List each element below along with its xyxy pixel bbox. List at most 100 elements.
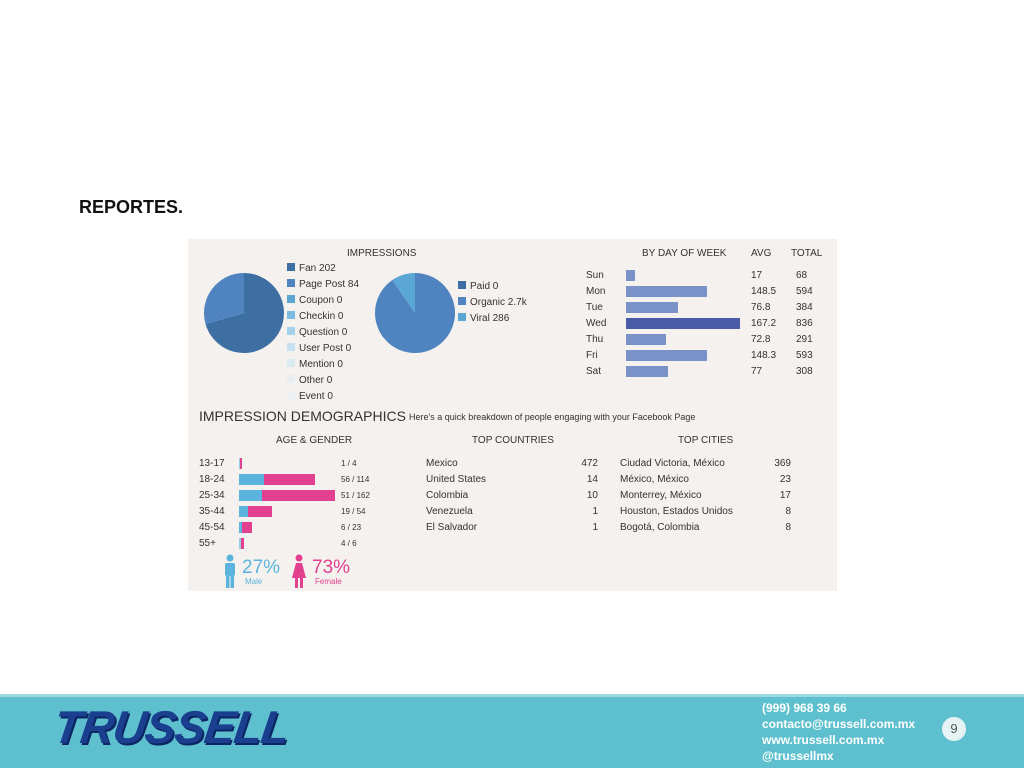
legend-label: Coupon 0: [299, 295, 343, 306]
legend-label: Other 0: [299, 375, 333, 386]
legend-swatch: [287, 391, 295, 399]
day-total: 384: [796, 302, 813, 313]
legend-swatch: [458, 281, 466, 289]
legend-swatch: [287, 343, 295, 351]
day-avg: 17: [751, 270, 763, 281]
country-name: Colombia: [426, 490, 469, 501]
country-count: 10: [586, 490, 598, 501]
legend-swatch: [458, 297, 466, 305]
top-countries-title: TOP COUNTRIES: [472, 435, 554, 446]
age-range: 18-24: [199, 474, 225, 485]
age-counts: 1 / 4: [341, 459, 357, 468]
age-female-bar: [264, 474, 315, 485]
day-bar: [626, 350, 707, 361]
city-name: Ciudad Victoria, México: [620, 458, 725, 469]
day-avg: 148.3: [751, 350, 777, 361]
male-icon: [225, 554, 235, 588]
country-name: Venezuela: [426, 506, 473, 517]
day-label: Sun: [586, 270, 604, 281]
legend-label: Question 0: [299, 327, 348, 338]
legend-item: Question 0: [287, 327, 347, 339]
country-name: Mexico: [426, 458, 458, 469]
day-bar: [626, 334, 666, 345]
legend-item: Checkin 0: [287, 311, 343, 323]
legend-item: Mention 0: [287, 359, 343, 371]
city-count: 17: [779, 490, 791, 501]
city-count: 8: [785, 506, 791, 517]
age-male-bar: [239, 522, 242, 533]
facebook-report-panel: IMPRESSIONS BY DAY OF WEEK AVG TOTAL IMP…: [188, 239, 837, 591]
female-label: Female: [315, 577, 342, 586]
age-male-bar: [239, 538, 241, 549]
age-male-bar: [239, 458, 240, 469]
day-label: Thu: [586, 334, 604, 345]
city-name: Houston, Estados Unidos: [620, 506, 733, 517]
day-bar: [626, 366, 668, 377]
day-label: Tue: [586, 302, 603, 313]
legend-label: Event 0: [299, 391, 333, 402]
city-count: 23: [779, 474, 791, 485]
legend-item: Fan 202: [287, 263, 336, 275]
legend-label: Viral 286: [470, 313, 510, 324]
trussell-logo: TRUSSELL: [50, 701, 293, 753]
age-range: 45-54: [199, 522, 225, 533]
legend-item: Page Post 84: [287, 279, 359, 291]
age-male-bar: [239, 474, 264, 485]
demographics-title: IMPRESSION DEMOGRAPHICS: [199, 408, 406, 424]
slide-title: REPORTES.: [79, 197, 184, 217]
legend-item: Event 0: [287, 391, 333, 403]
legend-label: Paid 0: [470, 281, 499, 292]
day-bar: [626, 318, 740, 329]
contact-website[interactable]: www.trussell.com.mx: [762, 733, 885, 747]
day-avg: 72.8: [751, 334, 771, 345]
day-bar: [626, 286, 707, 297]
legend-item: User Post 0: [287, 343, 351, 355]
day-total: 68: [796, 270, 808, 281]
age-female-bar: [241, 538, 244, 549]
country-count: 1: [592, 506, 598, 517]
day-bar: [626, 270, 635, 281]
legend-swatch: [287, 295, 295, 303]
day-total: 836: [796, 318, 813, 329]
day-avg: 76.8: [751, 302, 771, 313]
page-number: 9: [942, 717, 966, 741]
legend-swatch: [287, 327, 295, 335]
day-label: Sat: [586, 366, 602, 377]
age-range: 13-17: [199, 458, 225, 469]
contact-email[interactable]: contacto@trussell.com.mx: [762, 717, 916, 731]
footer: TRUSSELL (999) 968 39 66 contacto@trusse…: [0, 694, 1024, 768]
female-icon: [292, 554, 306, 588]
country-name: United States: [426, 474, 487, 485]
legend-label: Mention 0: [299, 359, 343, 370]
legend-item: Paid 0: [458, 281, 498, 293]
city-name: Bogotá, Colombia: [620, 522, 700, 533]
age-counts: 4 / 6: [341, 539, 357, 548]
age-range: 35-44: [199, 506, 225, 517]
legend-swatch: [287, 279, 295, 287]
by-day-avg-header: AVG: [751, 248, 772, 259]
contact-phone: (999) 968 39 66: [762, 701, 847, 715]
age-counts: 56 / 114: [341, 475, 370, 484]
legend-label: User Post 0: [299, 343, 352, 354]
pie-slice: [205, 273, 284, 353]
country-count: 1: [592, 522, 598, 533]
city-count: 8: [785, 522, 791, 533]
impressions-title: IMPRESSIONS: [347, 248, 417, 259]
day-total: 593: [796, 350, 813, 361]
city-count: 369: [774, 458, 791, 469]
age-female-bar: [262, 490, 335, 501]
contact-social[interactable]: @trussellmx: [762, 749, 834, 763]
country-count: 472: [581, 458, 598, 469]
legend-swatch: [458, 313, 466, 321]
age-range: 55+: [199, 538, 216, 549]
age-female-bar: [240, 458, 242, 469]
legend-label: Fan 202: [299, 263, 336, 274]
day-total: 594: [796, 286, 813, 297]
age-counts: 6 / 23: [341, 523, 362, 532]
day-total: 308: [796, 366, 813, 377]
legend-label: Page Post 84: [299, 279, 360, 290]
city-name: Monterrey, México: [620, 490, 702, 501]
city-name: México, México: [620, 474, 689, 485]
male-percentage: 27%: [242, 557, 281, 578]
top-cities-title: TOP CITIES: [678, 435, 734, 446]
